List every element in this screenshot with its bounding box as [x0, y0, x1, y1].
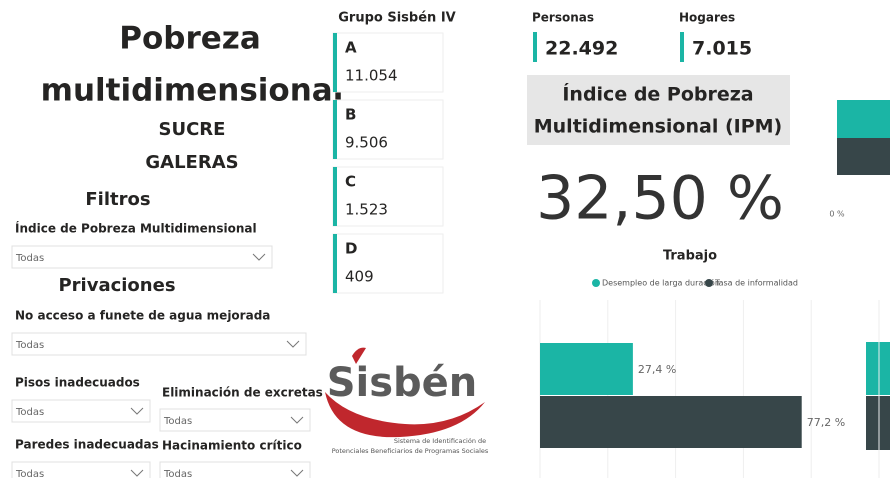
- legend-dot: [705, 279, 713, 287]
- chevron: [130, 407, 144, 415]
- dropdown-value: Todas: [163, 469, 192, 478]
- card-value: 9.506: [345, 134, 388, 152]
- kpi-value: 22.492: [545, 38, 618, 60]
- municipality: GALERAS: [145, 152, 238, 173]
- card-accent: [333, 234, 337, 293]
- logo-text: Sisbén: [327, 360, 478, 406]
- bar: [540, 396, 802, 448]
- ipm-title: Índice de Pobreza: [562, 83, 753, 106]
- ipm-box: [527, 75, 790, 145]
- dropdown[interactable]: [11, 332, 307, 356]
- dropdown-value: Todas: [15, 469, 44, 478]
- group-title: Grupo Sisbén IV: [338, 11, 455, 26]
- dropdown-value: Todas: [163, 416, 192, 427]
- kpi-accent: [680, 32, 684, 62]
- card: [332, 233, 444, 294]
- filter-label: Hacinamiento crítico: [162, 439, 302, 453]
- ipm-title: Multidimensional (IPM): [534, 116, 782, 138]
- card-value: 1.523: [345, 201, 388, 219]
- dropdown[interactable]: [159, 461, 311, 478]
- filter-label: Paredes inadecuadas: [15, 438, 159, 452]
- logo: Sisbén Sistema de Identificación de Pote…: [325, 347, 489, 455]
- chevron: [290, 416, 304, 424]
- value-label: 77,2 %: [807, 416, 845, 429]
- dropdown[interactable]: [11, 461, 151, 478]
- filter-label: Eliminación de excretas: [162, 386, 323, 400]
- side-bar: [837, 138, 890, 175]
- bar: [540, 343, 633, 395]
- logo-swoosh: [325, 392, 485, 438]
- kpi-label: Personas: [532, 11, 594, 25]
- chart-title: Trabajo: [663, 249, 717, 264]
- chevron: [286, 340, 300, 348]
- dropdown-value: Todas: [15, 340, 44, 351]
- heading: Privaciones: [58, 275, 175, 296]
- chevron: [290, 469, 304, 477]
- side-bar: [837, 100, 890, 138]
- department: SUCRE: [159, 119, 226, 140]
- legend-label: Desempleo de larga duración: [602, 278, 720, 288]
- logo-accent: [352, 347, 366, 364]
- title: Pobreza: [119, 21, 260, 57]
- card-accent: [333, 100, 337, 159]
- card: [332, 99, 444, 160]
- kpi-accent: [533, 32, 537, 62]
- chevron: [130, 469, 144, 477]
- heading: Filtros: [85, 189, 150, 210]
- side-bar: [866, 342, 890, 395]
- side-bar: [866, 396, 890, 450]
- kpi-value: 7.015: [692, 38, 752, 60]
- legend-label: Tasa de informalidad: [714, 279, 798, 288]
- card-accent: [333, 167, 337, 226]
- dropdown[interactable]: [11, 399, 151, 423]
- title: multidimensional: [41, 73, 344, 109]
- dropdown[interactable]: [11, 245, 273, 269]
- value-label: 27,4 %: [638, 363, 676, 376]
- card-letter: A: [345, 39, 357, 57]
- chevron: [252, 253, 266, 261]
- card-value: 409: [345, 268, 374, 286]
- kpi-label: Hogares: [679, 11, 735, 25]
- card: [332, 32, 444, 93]
- logo-caption: Sistema de Identificación de: [394, 437, 486, 445]
- card-letter: D: [345, 240, 357, 258]
- legend-dot: [592, 279, 600, 287]
- ipm-value: 32,50 %: [536, 164, 784, 234]
- filter-label: Pisos inadecuados: [15, 376, 140, 390]
- filter-label: Índice de Pobreza Multidimensional: [15, 221, 257, 236]
- card-value: 11.054: [345, 67, 398, 85]
- dropdown-value: Todas: [15, 407, 44, 418]
- card-accent: [333, 33, 337, 92]
- dropdown-value: Todas: [15, 253, 44, 264]
- logo-caption: Potenciales Beneficiarios de Programas S…: [332, 447, 489, 455]
- card: [332, 166, 444, 227]
- card-letter: C: [345, 173, 356, 191]
- side-label: 0 %: [829, 210, 845, 219]
- card-letter: B: [345, 106, 356, 124]
- dropdown[interactable]: [159, 408, 311, 432]
- filter-label: No acceso a funete de agua mejorada: [15, 309, 270, 323]
